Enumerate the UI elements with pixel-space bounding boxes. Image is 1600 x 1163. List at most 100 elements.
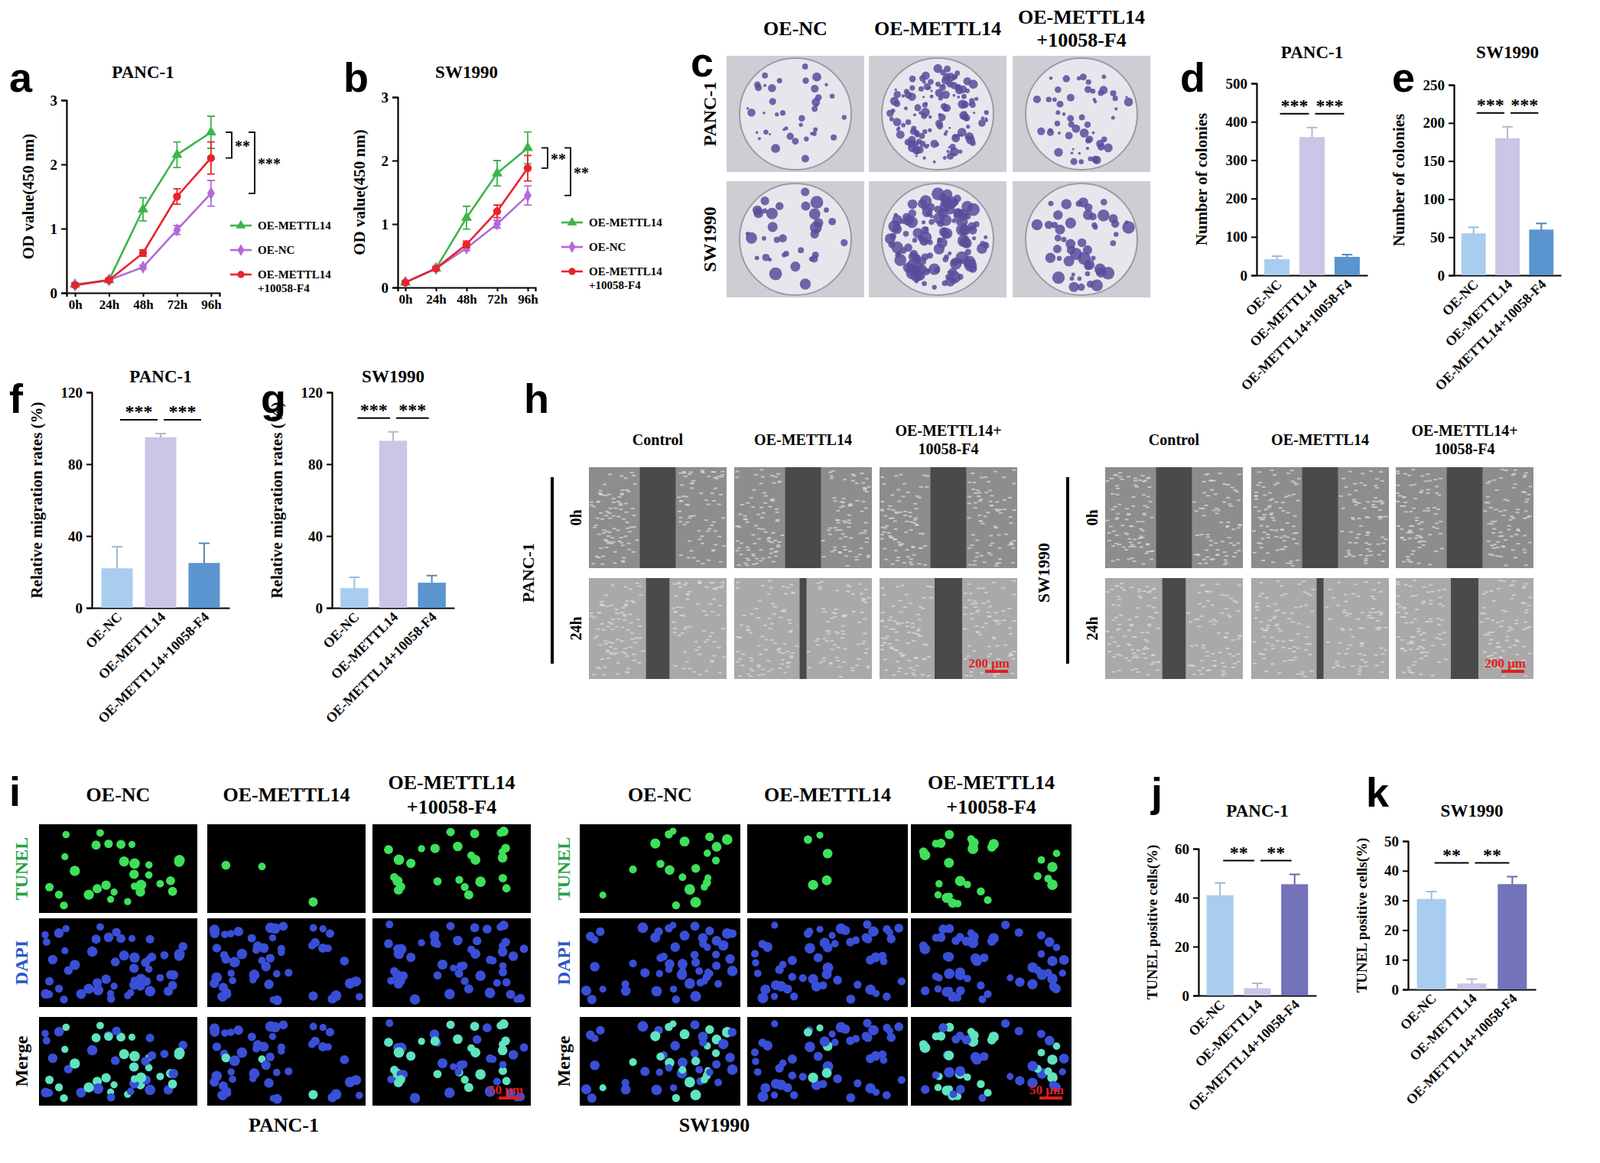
cell-texture (979, 477, 984, 479)
cell-texture (608, 473, 612, 475)
cell-texture (617, 496, 622, 498)
cell-texture (973, 502, 978, 505)
cell-texture (1237, 473, 1242, 475)
cell-texture (866, 665, 871, 667)
dish (1025, 58, 1138, 170)
cell-texture (783, 643, 787, 645)
cell-texture (767, 579, 772, 582)
cell-texture (697, 582, 702, 584)
series-line (74, 193, 212, 286)
cell-texture (966, 583, 971, 586)
image-placeholder (868, 181, 1007, 298)
x-tick: 96h (517, 287, 539, 307)
cell-texture (676, 496, 681, 498)
cell-texture (897, 667, 902, 670)
cell-texture (757, 600, 762, 602)
cell-texture (884, 669, 889, 672)
colony-dot (941, 227, 953, 239)
cell-texture (835, 589, 840, 592)
colony-dot (829, 94, 836, 100)
cell-texture (913, 519, 918, 521)
cell-texture (604, 595, 609, 597)
colony-dot (1070, 151, 1074, 155)
cell-texture (698, 538, 703, 540)
colony-dot (763, 130, 769, 136)
cell-texture (1131, 496, 1136, 498)
cell-texture (678, 520, 683, 523)
x-tick-label: OE-METTL14+10058-F4 (1185, 997, 1303, 1115)
plot-marks (1206, 874, 1309, 996)
x-tick: 48h (133, 292, 154, 313)
colony-dot (948, 146, 951, 149)
cell-texture (1145, 507, 1150, 509)
cell-texture (896, 556, 901, 559)
cell-texture (704, 586, 709, 589)
colony-dot (830, 134, 837, 141)
plot-marks (69, 116, 217, 293)
cell-texture (679, 500, 683, 502)
cell-texture (912, 554, 917, 557)
colony-dot (1052, 97, 1057, 102)
cell-texture (595, 666, 600, 669)
marker (139, 260, 147, 274)
cell-texture (1236, 549, 1241, 552)
error-bar (523, 155, 532, 181)
cell-texture (759, 468, 764, 471)
cell-texture (894, 649, 898, 651)
significance-text: *** (1281, 95, 1309, 116)
cell-texture (710, 632, 715, 635)
cell-texture (851, 669, 856, 672)
cell-texture (606, 657, 611, 660)
y-tick-label: 400 (1226, 113, 1249, 131)
y-tick: 0 (1240, 267, 1258, 284)
colony-dot (813, 127, 818, 133)
cell-texture (589, 612, 594, 615)
cell-texture (822, 657, 827, 660)
colony-dot (1062, 112, 1067, 117)
cell-texture (880, 644, 885, 647)
colony-dot (769, 97, 777, 105)
cell-texture (707, 528, 712, 531)
cell-texture (717, 504, 722, 506)
cell-texture (756, 513, 761, 516)
cell-texture (604, 643, 609, 645)
cell-texture (836, 522, 841, 524)
cell-texture (746, 673, 751, 675)
colony-dot (800, 201, 810, 211)
cell-texture (915, 633, 920, 635)
cell-texture (635, 582, 640, 585)
x-axis-line (398, 288, 537, 293)
colony-dot (902, 213, 911, 222)
cell-texture (998, 558, 1002, 560)
cell-texture (671, 621, 676, 624)
cell-texture (841, 505, 846, 508)
colony-dot (957, 127, 967, 137)
colony-dot (912, 237, 918, 243)
cell-texture (710, 582, 715, 584)
cell-texture (720, 585, 725, 587)
cell-texture (972, 560, 977, 563)
cell-texture (900, 543, 905, 546)
image-grid: ControlOE-METTL14OE-METTL14+10058-F40h24… (1034, 422, 1534, 680)
cell-texture (673, 627, 677, 630)
colony-dot (1069, 276, 1075, 281)
cell-texture (673, 583, 677, 586)
cell-texture (589, 501, 594, 504)
marker (71, 278, 79, 292)
cell-texture (864, 507, 869, 510)
cell-texture (862, 618, 867, 621)
cell-texture (895, 559, 900, 562)
cell-texture (614, 612, 619, 615)
cell-texture (619, 536, 624, 539)
significance-text: *** (1510, 94, 1539, 115)
colony-dot (799, 123, 804, 127)
cell-texture (606, 535, 611, 537)
x-tick: OE-METTL14+10058-F4 (1185, 995, 1303, 1115)
cell-texture (898, 652, 903, 654)
colony-dot (754, 255, 760, 261)
x-axis: OE-NCOE-METTL14OE-METTL14+10058-F4 (1397, 989, 1537, 1109)
colony-dot (1054, 120, 1061, 127)
cell-texture (734, 476, 739, 479)
cell-texture (632, 526, 637, 528)
colony-dot (812, 72, 822, 82)
